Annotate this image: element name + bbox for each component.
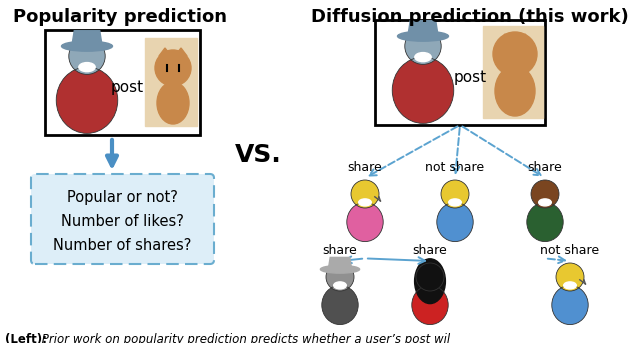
Ellipse shape [392, 57, 454, 123]
Polygon shape [159, 48, 171, 56]
Circle shape [441, 180, 469, 208]
Text: Prior work on popularity prediction predicts whether a user’s post wil: Prior work on popularity prediction pred… [38, 333, 450, 343]
Polygon shape [175, 48, 187, 56]
Text: Popularity prediction: Popularity prediction [13, 8, 227, 26]
Text: VS.: VS. [235, 143, 282, 167]
Polygon shape [499, 34, 511, 42]
Circle shape [155, 50, 191, 86]
Polygon shape [328, 257, 352, 271]
Ellipse shape [79, 62, 95, 72]
Ellipse shape [157, 82, 189, 124]
Text: Number of shares?: Number of shares? [53, 238, 192, 253]
Ellipse shape [437, 202, 473, 241]
Ellipse shape [321, 265, 360, 273]
Ellipse shape [424, 282, 436, 289]
Circle shape [326, 263, 354, 291]
Text: post: post [453, 70, 486, 85]
Ellipse shape [449, 199, 461, 206]
Circle shape [405, 28, 441, 64]
Text: not share: not share [540, 244, 600, 257]
Ellipse shape [415, 52, 431, 62]
Text: Popular or not?: Popular or not? [67, 190, 178, 205]
Ellipse shape [412, 285, 448, 324]
Ellipse shape [322, 285, 358, 324]
Bar [145, 38, 197, 126]
Circle shape [351, 180, 379, 208]
Ellipse shape [415, 259, 445, 304]
Ellipse shape [347, 202, 383, 241]
Text: share: share [413, 244, 447, 257]
Polygon shape [519, 34, 531, 42]
Text: Diffusion prediction (this work): Diffusion prediction (this work) [311, 8, 629, 26]
Ellipse shape [564, 282, 576, 289]
Polygon shape [408, 21, 438, 38]
Ellipse shape [358, 199, 371, 206]
Ellipse shape [527, 202, 563, 241]
Ellipse shape [397, 31, 449, 41]
Ellipse shape [56, 67, 118, 133]
Text: share: share [527, 161, 563, 174]
Ellipse shape [539, 199, 551, 206]
Circle shape [493, 32, 537, 76]
Text: (Left):: (Left): [5, 333, 47, 343]
Circle shape [416, 263, 444, 291]
Bar [483, 26, 543, 118]
Text: share: share [323, 244, 357, 257]
Text: not share: not share [426, 161, 484, 174]
Ellipse shape [333, 282, 346, 289]
FancyBboxPatch shape [31, 174, 214, 264]
Text: post: post [111, 80, 143, 95]
Circle shape [69, 38, 105, 74]
Circle shape [556, 263, 584, 291]
Circle shape [531, 180, 559, 208]
Bar [45, 30, 200, 135]
Polygon shape [72, 31, 102, 48]
Text: share: share [348, 161, 382, 174]
Ellipse shape [61, 41, 113, 51]
Circle shape [416, 263, 444, 291]
Bar [375, 20, 545, 125]
Ellipse shape [552, 285, 588, 324]
Text: Number of likes?: Number of likes? [61, 214, 184, 229]
Ellipse shape [495, 66, 535, 116]
